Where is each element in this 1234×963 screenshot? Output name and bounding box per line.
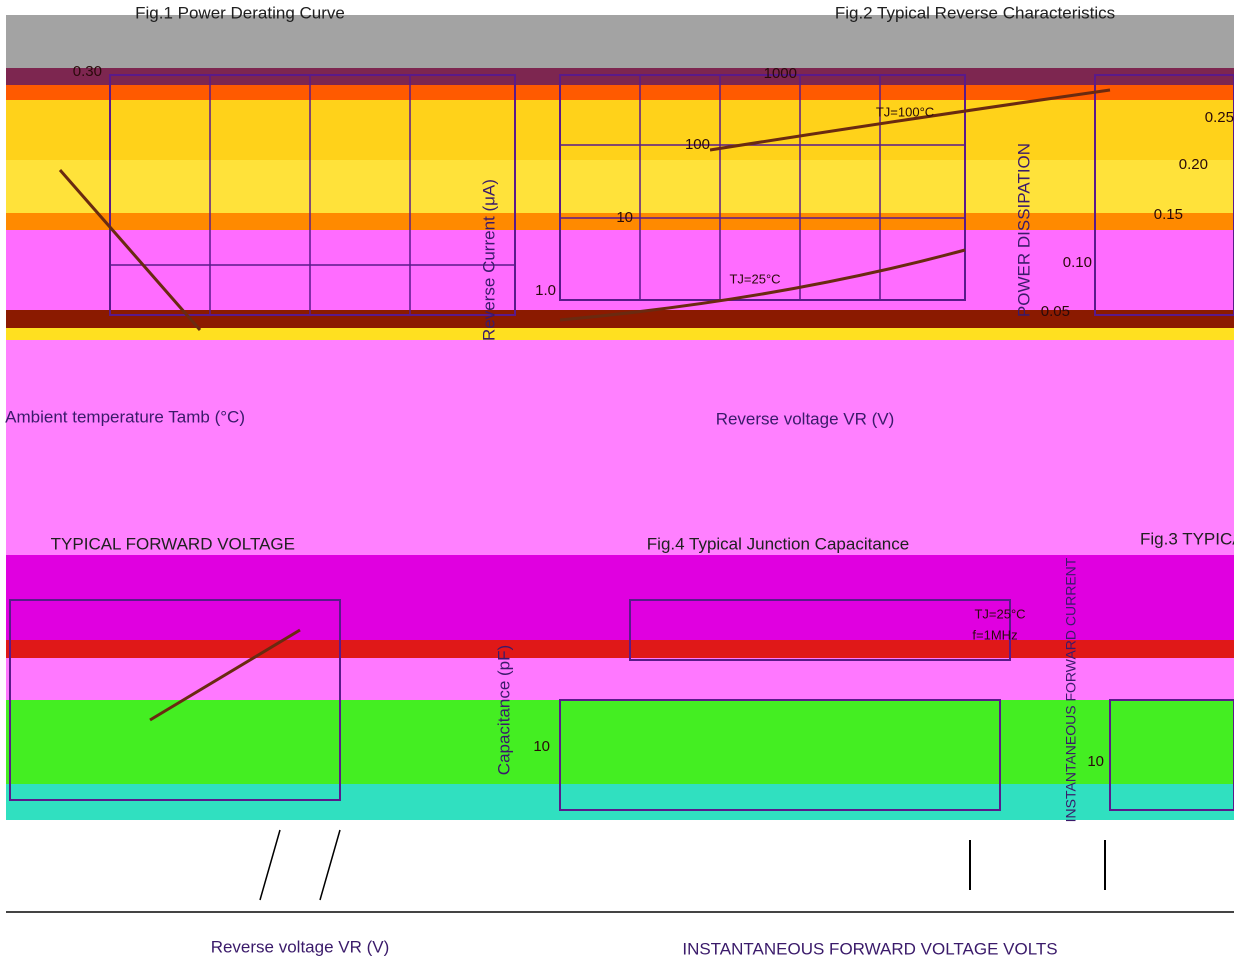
axis-label: Ambient temperature Tamb (°C) <box>5 407 245 426</box>
band <box>6 784 1234 820</box>
reverse-curve <box>709 88 1111 152</box>
axis-label: INSTANTANEOUS FORWARD CURRENT <box>1063 557 1079 822</box>
tick-label: 0.05 <box>1041 303 1070 320</box>
band <box>6 68 1234 86</box>
tick-label: 0.30 <box>73 63 102 80</box>
plot-frame <box>1094 74 1234 316</box>
reverse-curve <box>559 248 966 322</box>
axis-label: Capacitance (pF) <box>494 645 513 775</box>
band <box>6 328 1234 342</box>
axis-label: Reverse voltage VR (V) <box>211 937 390 956</box>
band <box>6 100 1234 162</box>
band <box>6 340 1234 556</box>
plot-frame <box>629 599 1011 661</box>
axis-label: Reverse voltage VR (V) <box>716 409 895 428</box>
band <box>6 85 1234 101</box>
tick-label: 100 <box>685 136 710 153</box>
figure-title: TYPICAL FORWARD VOLTAGE <box>51 534 295 553</box>
forward-curve <box>149 628 301 722</box>
tick-label: 10 <box>1087 753 1104 770</box>
band <box>6 160 1234 216</box>
plot-frame <box>9 599 341 801</box>
plot-frame <box>1109 699 1234 811</box>
plot-frame <box>559 74 966 301</box>
band <box>6 15 1234 70</box>
axis-label: POWER DISSIPATION <box>1014 143 1033 317</box>
tick-label: 0.10 <box>1063 254 1092 271</box>
tick-label: 1.0 <box>535 282 556 299</box>
derating-curve <box>58 169 202 331</box>
band <box>6 640 1234 660</box>
band <box>6 700 1234 786</box>
curve-label: TJ=25°C <box>729 271 780 286</box>
grid <box>110 75 965 315</box>
figure-title: Fig.2 Typical Reverse Characteristics <box>835 3 1115 22</box>
plot-frame <box>559 699 1001 811</box>
tick-label: 0.25 <box>1205 109 1234 126</box>
curve-fragment <box>259 829 281 901</box>
note: TJ=25°C <box>974 606 1025 621</box>
curve-label: TJ=100°C <box>876 104 934 119</box>
figure-title: Fig.4 Typical Junction Capacitance <box>647 534 909 553</box>
figure-title: Fig.1 Power Derating Curve <box>135 3 345 22</box>
axis-label: Reverse Current (μA) <box>479 179 498 341</box>
figure-title: Fig.3 TYPICAL FORWARD <box>1140 529 1234 548</box>
band <box>6 658 1234 702</box>
tick-label: 0.20 <box>1179 156 1208 173</box>
note: f=1MHz <box>972 627 1017 642</box>
tick-label: 10 <box>616 209 633 226</box>
tick-label: 0.15 <box>1154 206 1183 223</box>
tick-label: 1000 <box>764 65 797 82</box>
plot-frame <box>109 74 516 316</box>
axis-label: INSTANTANEOUS FORWARD VOLTAGE VOLTS <box>682 939 1057 958</box>
tick-label: 10 <box>533 738 550 755</box>
curve-fragment <box>319 829 341 901</box>
